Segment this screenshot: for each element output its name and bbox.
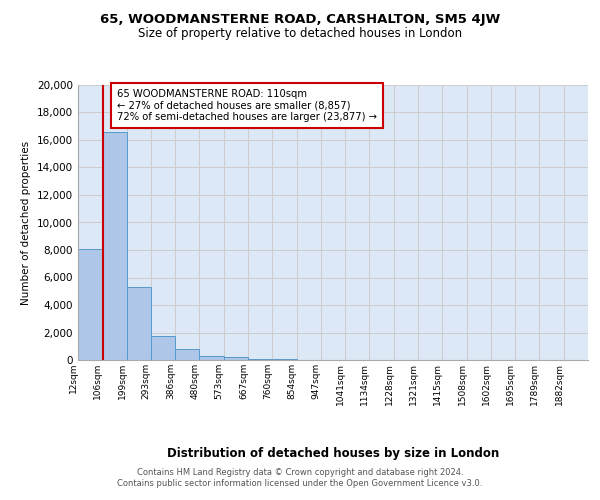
Bar: [127, 287, 151, 360]
Text: Contains HM Land Registry data © Crown copyright and database right 2024.
Contai: Contains HM Land Registry data © Crown c…: [118, 468, 482, 487]
Text: Size of property relative to detached houses in London: Size of property relative to detached ho…: [138, 28, 462, 40]
Bar: [151, 336, 175, 360]
Bar: [199, 356, 224, 360]
Bar: [224, 357, 248, 360]
Bar: [248, 358, 272, 360]
Text: 65 WOODMANSTERNE ROAD: 110sqm
← 27% of detached houses are smaller (8,857)
72% o: 65 WOODMANSTERNE ROAD: 110sqm ← 27% of d…: [117, 89, 377, 122]
X-axis label: Distribution of detached houses by size in London: Distribution of detached houses by size …: [167, 446, 499, 460]
Bar: [102, 132, 127, 360]
Y-axis label: Number of detached properties: Number of detached properties: [22, 140, 31, 304]
Bar: [175, 349, 199, 360]
Bar: [78, 248, 102, 360]
Text: 65, WOODMANSTERNE ROAD, CARSHALTON, SM5 4JW: 65, WOODMANSTERNE ROAD, CARSHALTON, SM5 …: [100, 12, 500, 26]
